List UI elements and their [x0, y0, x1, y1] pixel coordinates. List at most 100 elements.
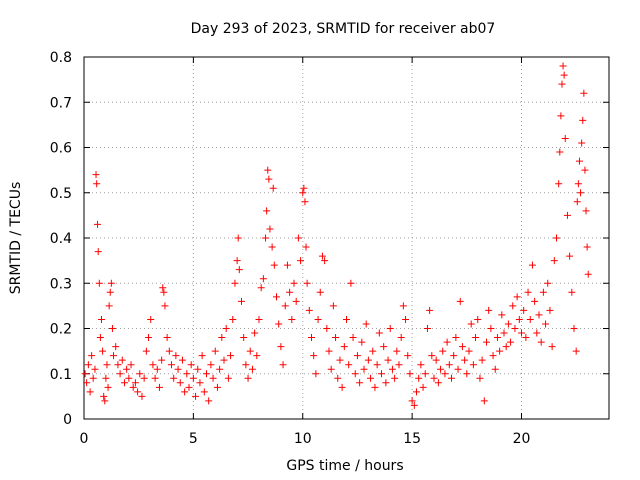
data-point — [83, 379, 91, 387]
data-point — [266, 225, 274, 233]
data-point — [356, 379, 364, 387]
data-point — [511, 325, 519, 332]
data-point — [303, 279, 311, 287]
data-point — [373, 361, 381, 369]
data-point — [364, 356, 372, 364]
data-point — [386, 325, 394, 332]
data-point — [533, 329, 541, 337]
data-point — [345, 361, 353, 369]
data-point — [159, 284, 167, 292]
data-point — [88, 352, 96, 360]
data-point — [561, 134, 569, 142]
y-tick-label: 0.1 — [50, 367, 72, 383]
data-point — [419, 383, 427, 391]
data-point — [292, 297, 300, 305]
data-point — [189, 374, 197, 382]
data-points — [81, 62, 592, 409]
data-point — [391, 374, 399, 382]
data-point — [118, 356, 126, 364]
data-point — [198, 352, 206, 360]
y-axis-label: SRMTID / TECUs — [8, 182, 24, 295]
data-point — [151, 374, 159, 382]
data-point — [478, 356, 486, 364]
y-tick-label: 0.7 — [50, 95, 72, 111]
data-point — [493, 334, 501, 342]
data-point — [106, 288, 114, 296]
data-point — [262, 234, 270, 242]
data-point — [367, 374, 375, 382]
data-point — [308, 334, 315, 342]
data-point — [110, 352, 118, 360]
data-point — [283, 261, 291, 269]
data-point — [572, 347, 580, 355]
data-point — [297, 257, 305, 265]
data-point — [378, 370, 385, 378]
data-point — [168, 361, 175, 369]
data-point — [281, 302, 289, 310]
data-point — [369, 347, 377, 355]
data-point — [265, 175, 273, 183]
data-point — [294, 234, 302, 242]
data-point — [253, 352, 261, 360]
data-point — [432, 356, 440, 364]
data-point — [518, 329, 525, 337]
data-point — [581, 166, 589, 174]
data-point — [539, 288, 547, 296]
y-tick-label: 0.2 — [50, 322, 72, 338]
data-point — [178, 356, 186, 364]
data-point — [402, 315, 410, 323]
data-point — [408, 397, 416, 405]
data-point — [397, 334, 405, 342]
data-point — [312, 370, 320, 378]
data-point — [491, 365, 499, 373]
data-point — [120, 379, 128, 387]
data-point — [114, 361, 122, 369]
data-point — [544, 279, 552, 287]
data-point — [172, 352, 180, 360]
data-point — [502, 343, 510, 351]
data-point — [116, 370, 124, 378]
data-point — [98, 315, 105, 323]
data-point — [382, 379, 390, 387]
data-point — [537, 338, 545, 346]
data-point — [520, 306, 528, 314]
data-point — [461, 356, 469, 364]
data-point — [371, 383, 379, 391]
data-point — [244, 374, 252, 382]
data-point — [498, 311, 506, 319]
data-point — [338, 383, 346, 391]
x-axis-label: GPS time / hours — [286, 458, 403, 474]
data-point — [480, 397, 488, 405]
data-point — [277, 343, 285, 351]
data-point — [327, 365, 335, 373]
data-point — [375, 329, 383, 337]
data-point — [362, 320, 370, 328]
data-point — [305, 306, 313, 314]
data-point — [556, 148, 564, 156]
data-point — [535, 311, 543, 319]
data-point — [472, 334, 480, 342]
data-point — [469, 361, 477, 369]
data-point — [574, 180, 582, 188]
data-point — [474, 315, 482, 323]
y-tick-label: 0.5 — [50, 186, 72, 202]
data-point — [246, 347, 254, 355]
data-point — [213, 383, 221, 391]
data-point — [458, 343, 466, 351]
data-point — [380, 343, 388, 351]
data-point — [105, 302, 113, 310]
data-point — [92, 171, 100, 179]
data-point — [573, 198, 581, 206]
data-point — [456, 297, 464, 305]
data-point — [454, 365, 462, 373]
data-point — [196, 379, 204, 387]
data-point — [509, 302, 517, 310]
data-point — [463, 370, 471, 378]
data-point — [423, 325, 431, 332]
data-point — [413, 388, 420, 396]
data-point — [96, 334, 104, 342]
data-point — [200, 388, 208, 396]
data-point — [145, 334, 153, 342]
data-point — [465, 347, 473, 355]
